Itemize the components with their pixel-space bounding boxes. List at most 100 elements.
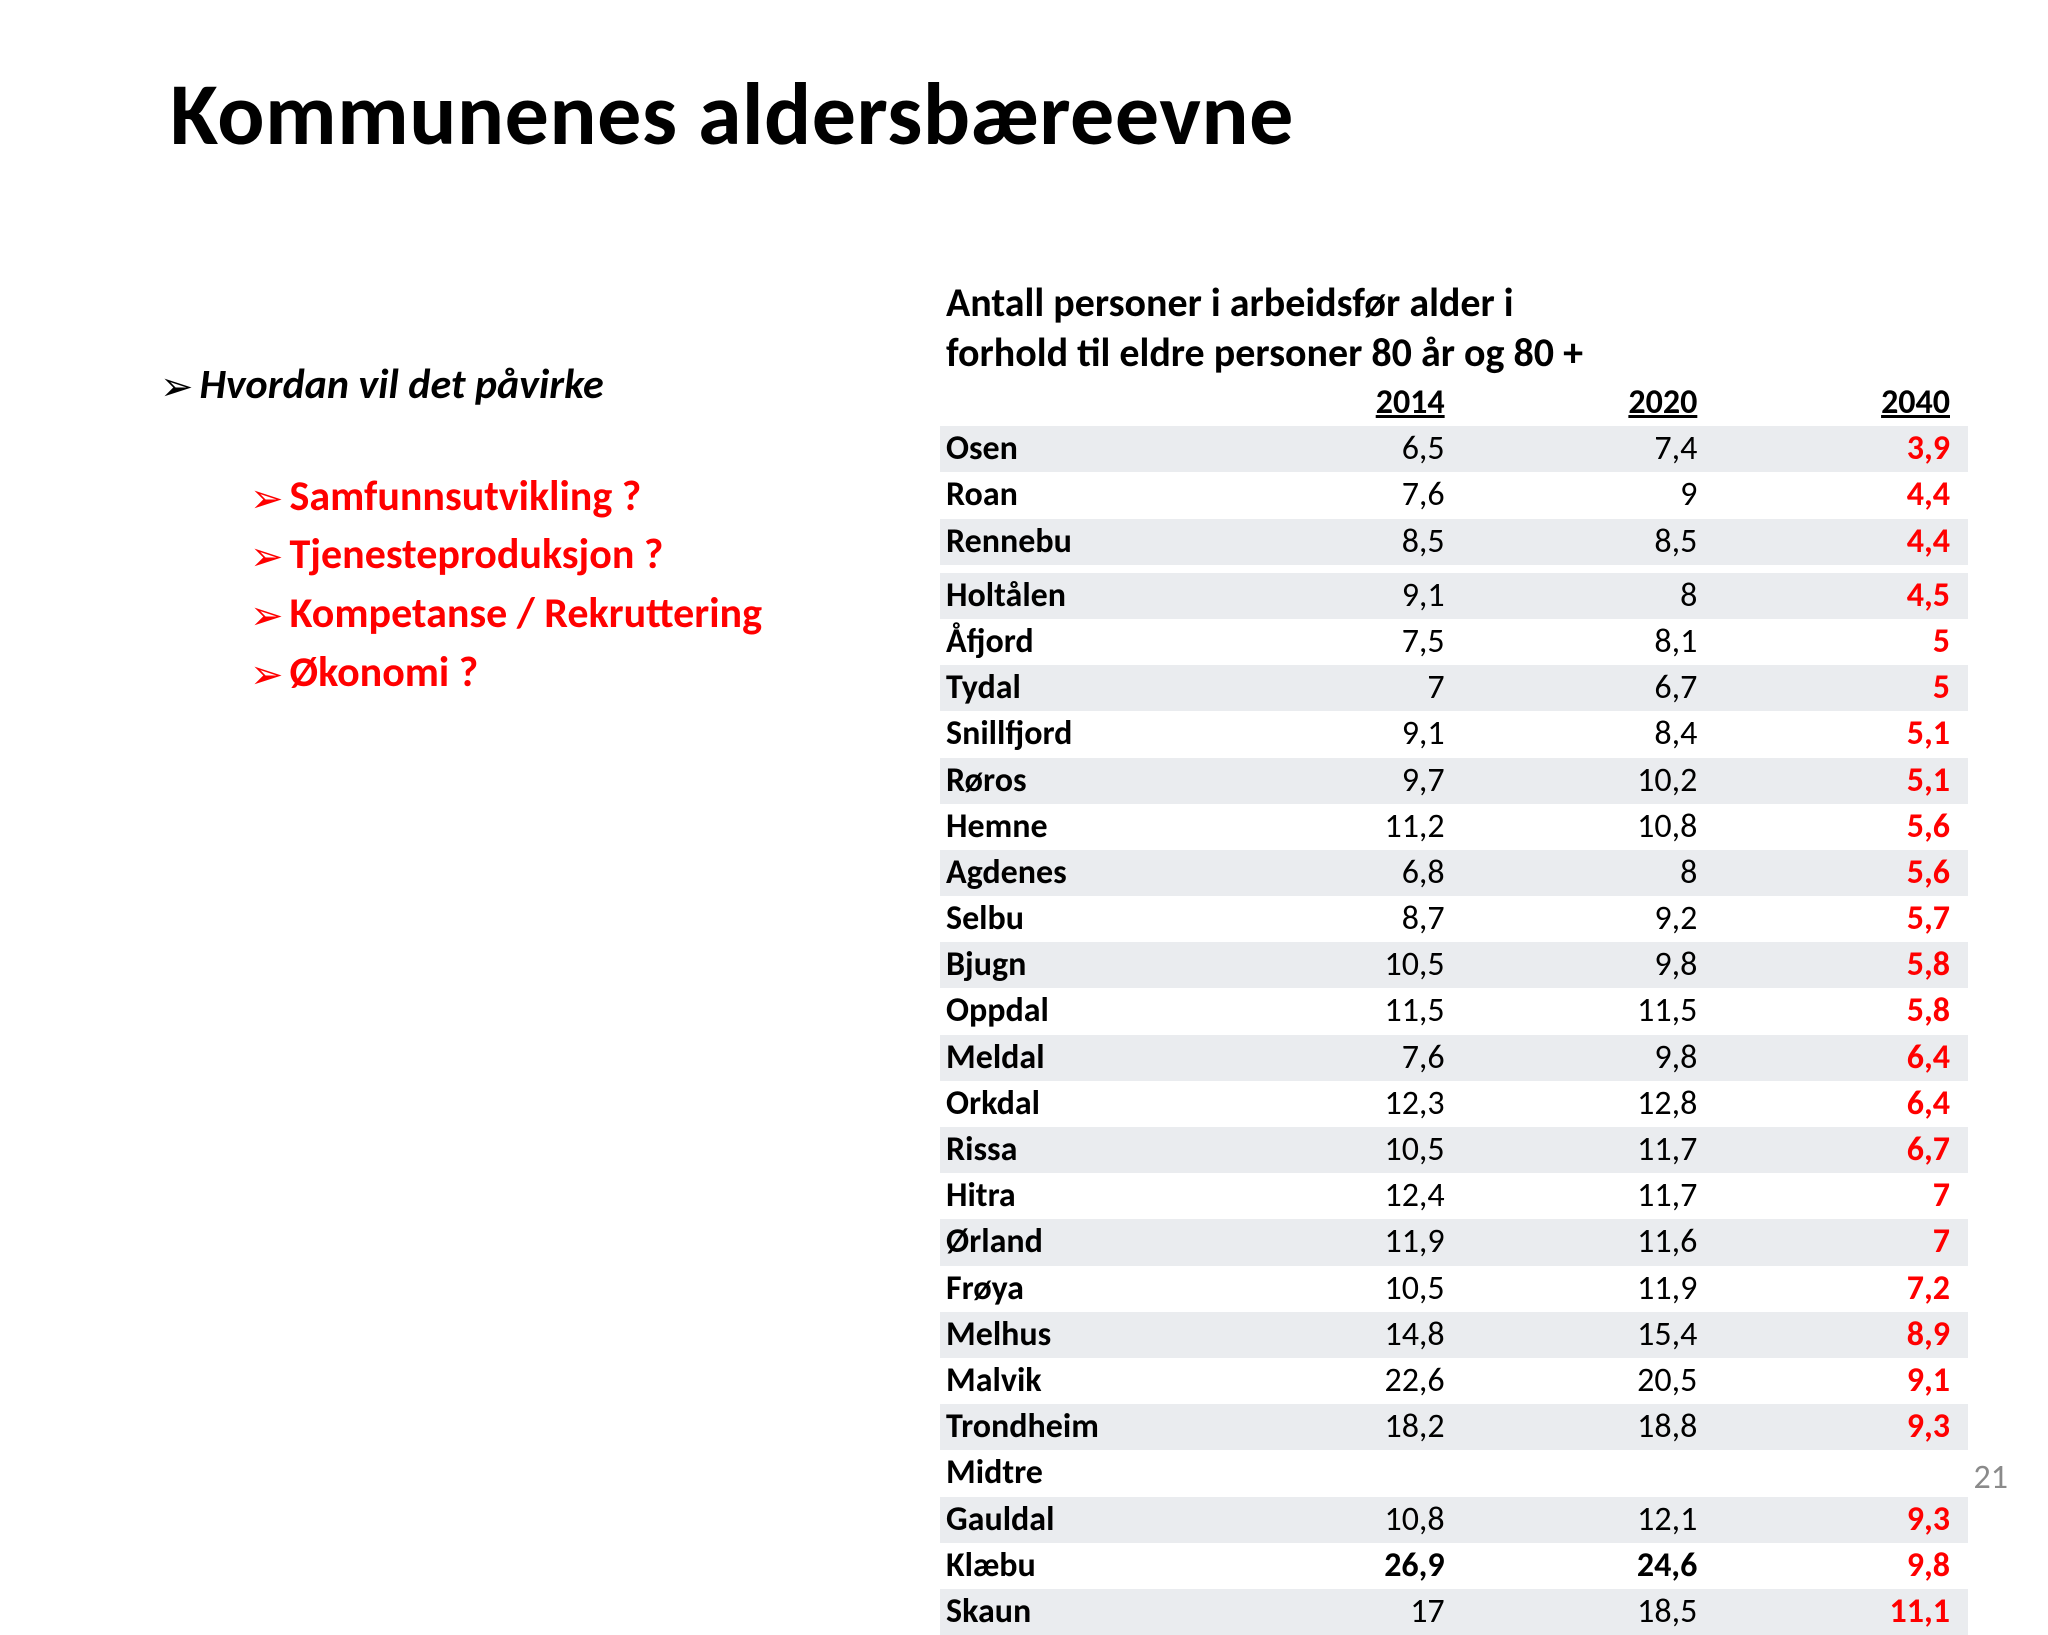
sub-bullet: ➢ Kompetanse / Rekruttering [250,586,940,643]
slide-title: Kommunenes aldersbæreevne [170,60,1968,168]
cell-value: 6,4 [1715,1081,1968,1127]
cell-value: 11,7 [1463,1127,1716,1173]
cell-value: 11,6 [1463,1219,1716,1265]
cell-value: 6,7 [1463,665,1716,711]
sub-bullet-text: Tjenesteproduksjon ? [290,527,664,584]
cell-value: 8,5 [1210,519,1463,565]
table-row: Oppdal11,511,55,8 [940,988,1968,1034]
cell-name: Roan [940,472,1210,518]
table-row: Selbu8,79,25,7 [940,896,1968,942]
cell-value: 8,5 [1463,519,1716,565]
cell-value: 10,8 [1463,804,1716,850]
cell-name: Hitra [940,1173,1210,1219]
cell-value: 6,7 [1715,1127,1968,1173]
cell-value: 5,8 [1715,942,1968,988]
table-row: Agdenes6,885,6 [940,850,1968,896]
sub-bullet: ➢ Samfunnsutvikling ? [250,469,940,526]
bullet-main: ➢ Hvordan vil det påvirke [160,358,940,413]
cell-value: 4,4 [1715,472,1968,518]
cell-value: 6,8 [1210,850,1463,896]
table-body: Osen6,57,43,9Roan7,694,4Rennebu8,58,54,4… [940,426,1968,1635]
sub-bullet-text: Økonomi ? [290,645,479,702]
cell-name: Orkdal [940,1081,1210,1127]
table-row: Orkdal12,312,86,4 [940,1081,1968,1127]
cell-name: Holtålen [940,573,1210,619]
sub-bullet-text: Samfunnsutvikling ? [290,469,642,526]
cell-name: Melhus [940,1312,1210,1358]
table-row: Snillfjord9,18,45,1 [940,711,1968,757]
table-row: Rissa10,511,76,7 [940,1127,1968,1173]
col-year: 2040 [1715,380,1968,426]
cell-value: 4,4 [1715,519,1968,565]
cell-name: Meldal [940,1035,1210,1081]
cell-name: Røros [940,758,1210,804]
cell-value: 10,2 [1463,758,1716,804]
table-row: Hemne11,210,85,6 [940,804,1968,850]
table-row: Holtålen9,184,5 [940,573,1968,619]
cell-name: Åfjord [940,619,1210,665]
table-row: Midtre [940,1450,1968,1496]
cell-value: 18,5 [1463,1589,1716,1635]
cell-value: 5,1 [1715,711,1968,757]
cell-value: 9,1 [1210,711,1463,757]
cell-value [1210,1450,1463,1496]
table-row: Trondheim18,218,89,3 [940,1404,1968,1450]
cell-value: 9,8 [1715,1543,1968,1589]
cell-name: Snillfjord [940,711,1210,757]
cell-value: 8 [1463,573,1716,619]
table-row: Melhus14,815,48,9 [940,1312,1968,1358]
cell-name: Rissa [940,1127,1210,1173]
cell-value: 11,2 [1210,804,1463,850]
cell-value [1463,1450,1716,1496]
cell-value: 12,3 [1210,1081,1463,1127]
table-row: Rennebu8,58,54,4 [940,519,1968,565]
cell-name: Tydal [940,665,1210,711]
cell-value: 11,5 [1210,988,1463,1034]
cell-value: 18,2 [1210,1404,1463,1450]
arrow-icon: ➢ [250,537,284,577]
cell-value [1715,1450,1968,1496]
cell-value: 8,9 [1715,1312,1968,1358]
sub-bullets: ➢ Samfunnsutvikling ? ➢ Tjenesteproduksj… [250,469,940,702]
cell-value: 15,4 [1463,1312,1716,1358]
table-row: Osen6,57,43,9 [940,426,1968,472]
cell-value: 8,7 [1210,896,1463,942]
cell-value: 6,5 [1210,426,1463,472]
cell-value: 7 [1210,665,1463,711]
cell-value: 24,6 [1463,1543,1716,1589]
table-row: Tydal76,75 [940,665,1968,711]
cell-value: 9,1 [1715,1358,1968,1404]
cell-value: 10,5 [1210,942,1463,988]
table-row: Åfjord7,58,15 [940,619,1968,665]
cell-value: 7,4 [1463,426,1716,472]
cell-value: 5,6 [1715,804,1968,850]
cell-name: Midtre [940,1450,1210,1496]
cell-value: 12,8 [1463,1081,1716,1127]
cell-value: 5,1 [1715,758,1968,804]
cell-name: Oppdal [940,988,1210,1034]
cell-value: 4,5 [1715,573,1968,619]
cell-name: Klæbu [940,1543,1210,1589]
table-pane: Antall personer i arbeidsfør alder i for… [940,278,1968,1635]
cell-value: 7 [1715,1219,1968,1265]
cell-value: 9,8 [1463,942,1716,988]
table-row: Bjugn10,59,85,8 [940,942,1968,988]
arrow-icon: ➢ [160,367,194,407]
bullet-main-text: Hvordan vil det påvirke [200,358,604,413]
cell-value: 7,5 [1210,619,1463,665]
cell-value: 17 [1210,1589,1463,1635]
cell-name: Bjugn [940,942,1210,988]
cell-value: 7,6 [1210,1035,1463,1081]
table-heading-line: forhold til eldre personer 80 år og 80 + [946,328,1583,377]
sub-bullet: ➢ Tjenesteproduksjon ? [250,527,940,584]
cell-value: 18,8 [1463,1404,1716,1450]
cell-value: 5,8 [1715,988,1968,1034]
table-row: Frøya10,511,97,2 [940,1266,1968,1312]
table-header-row: 2014 2020 2040 [940,380,1968,426]
cell-value: 9,7 [1210,758,1463,804]
cell-name: Hemne [940,804,1210,850]
cell-value: 5 [1715,619,1968,665]
cell-value: 5,7 [1715,896,1968,942]
page-number: 21 [1974,1457,2008,1498]
col-year: 2014 [1210,380,1463,426]
